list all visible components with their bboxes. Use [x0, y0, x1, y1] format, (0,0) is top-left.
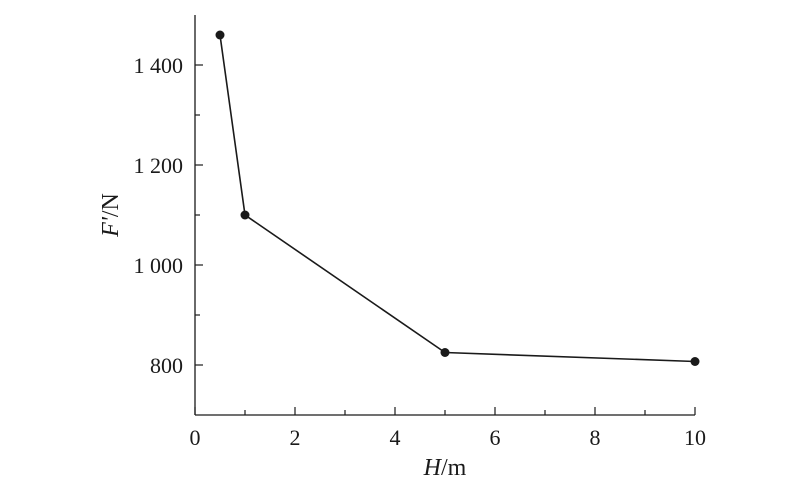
x-ticks: 0 2 4 6 8 10: [190, 407, 706, 450]
x-tick-label: 0: [190, 425, 201, 450]
series-line: [219, 34, 696, 363]
y-tick-label: 800: [150, 353, 183, 378]
series-group: [215, 30, 700, 366]
y-tick-label: 1 400: [134, 53, 184, 78]
y-ticks: 800 1 000 1 200 1 400: [134, 53, 203, 378]
x-axis-var: H: [423, 455, 443, 481]
x-axis-unit: /m: [441, 455, 467, 481]
x-tick-label: 4: [390, 425, 401, 450]
x-tick-label: 2: [290, 425, 301, 450]
y-axis-title: F'/N: [98, 193, 124, 238]
data-point: [690, 357, 700, 366]
data-point: [240, 210, 250, 220]
y-tick-label: 1 200: [134, 153, 184, 178]
data-point: [215, 30, 225, 40]
y-axis-unit: /N: [98, 193, 124, 217]
x-axis-title: H/m: [423, 455, 467, 481]
data-point: [440, 348, 450, 357]
y-axis-var: F': [98, 216, 124, 238]
x-tick-label: 10: [684, 425, 706, 450]
y-tick-label: 1 000: [134, 253, 184, 278]
x-tick-label: 6: [490, 425, 501, 450]
x-tick-label: 8: [590, 425, 601, 450]
